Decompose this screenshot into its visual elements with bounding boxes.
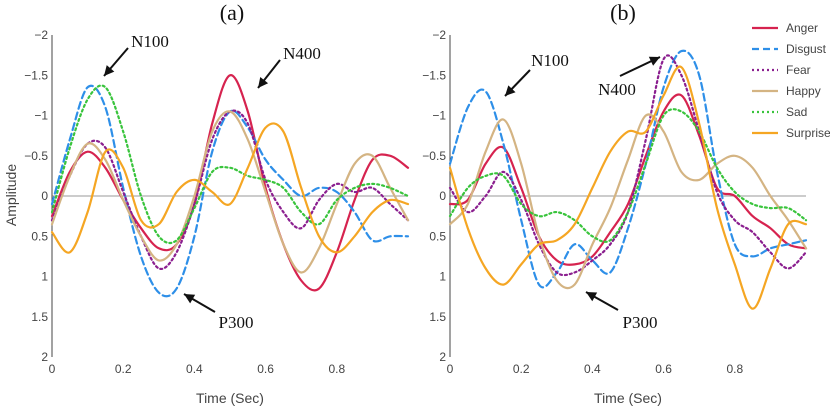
legend-item-happy[interactable]: Happy [752,84,821,98]
panel-a-p300-arrow-head [184,294,196,304]
panel-b-n100-label: N100 [531,51,569,70]
panel-b-series-anger [448,93,808,266]
panel-a-series-surprise [50,122,410,254]
panel-b-y-tick-label: −1.5 [422,68,446,82]
panel-b-x-tick-label: 0.6 [655,362,672,376]
panel-b-annotations: N100 N400 P300 [504,51,661,332]
panel-b-y-tick-label: −2 [432,28,446,42]
panel-b-x-tick-label: 0.4 [584,362,601,376]
panel-b-p300-arrow-head [586,292,598,302]
panel-a-n400-label: N400 [283,44,321,63]
panel-a-y-tick-label: −2 [34,28,48,42]
legend-item-anger[interactable]: Anger [752,21,818,35]
panel-b-axes: −2−1.5−1−0.500.511.520 0.2 0.4 0.6 0.8 [422,28,806,376]
panel-b-series-sad [448,108,808,243]
legend-item-sad[interactable]: Sad [752,105,807,119]
panel-a-y-tick-label: 1.5 [31,310,48,324]
panel-b-y-tick-label: 0.5 [429,229,446,243]
legend-label: Anger [786,21,818,35]
panel-b-n100-arrow-head [505,85,516,96]
legend-item-fear[interactable]: Fear [752,63,811,77]
panel-a-series-group [50,74,410,298]
panel-b-p300-label: P300 [623,313,658,332]
panel-a-n100-arrow-head [104,65,115,76]
panel-a-p300-label: P300 [219,313,254,332]
panel-a-series-fear [50,109,410,271]
panel-a-x-tick-label: 0.8 [328,362,345,376]
legend-label: Surprise [786,126,830,140]
legend-item-surprise[interactable]: Surprise [752,126,830,140]
panel-b-y-tick-label: 0 [439,189,446,203]
panel-b-x-axis-label: Time (Sec) [594,390,662,406]
panel-a-x-tick-label: 0.4 [186,362,203,376]
panel-a-y-tick-label: −1 [34,109,48,123]
panel-b-y-tick-label: 2 [439,350,446,364]
legend-label: Fear [786,63,811,77]
legend: Anger Disgust Fear Happy Sad Surprise [752,21,830,140]
panel-b-y-tick-label: −0.5 [422,149,446,163]
panel-a-series-sad [50,84,410,245]
panel-a-y-tick-label: 0.5 [31,229,48,243]
panel-a-y-tick-label: −0.5 [24,149,48,163]
legend-label: Sad [786,105,807,119]
panel-b-n400-label: N400 [598,80,636,99]
panel-b-y-tick-label: −1 [432,109,446,123]
panel-a-y-tick-label: 2 [41,350,48,364]
panel-b-series-disgust [448,49,808,289]
panel-b-title: (b) [610,0,636,25]
legend-label: Happy [786,84,821,98]
panel-a-x-tick-label: 0 [49,362,56,376]
panel-a-x-tick-label: 0.6 [257,362,274,376]
panel-b-x-tick-label: 0 [447,362,454,376]
panel-b-x-tick-label: 0.2 [513,362,530,376]
panel-b-series-group [448,49,808,310]
panel-b-series-happy [448,113,808,290]
panel-b-series-surprise [448,65,808,310]
panel-a-y-axis-label: Amplitude [3,164,19,226]
panel-a-y-tick-label: −1.5 [24,68,48,82]
panel-a-series-anger [50,74,410,292]
panel-a-x-tick-label: 0.2 [115,362,132,376]
panel-b-x-tick-label: 0.8 [726,362,743,376]
panel-a-axes: −2−1.5−1−0.500.511.520 0.2 0.4 0.6 0.8 [24,28,408,376]
legend-item-disgust[interactable]: Disgust [752,42,827,56]
panel-a: (a) −2−1.5−1−0.500.511.520 0.2 0.4 0.6 0.8 N… [3,0,410,406]
panel-b-y-tick-label: 1 [439,270,446,284]
panel-a-title: (a) [220,0,244,25]
panel-b-y-tick-label: 1.5 [429,310,446,324]
legend-label: Disgust [786,42,827,56]
panel-b-n400-arrow-head [648,56,660,66]
panel-a-y-tick-label: 1 [41,270,48,284]
panel-a-series-disgust [50,84,410,298]
panel-a-series-happy [50,110,410,274]
panel-a-y-tick-label: 0 [41,189,48,203]
panel-a-annotations: N100 N400 P300 [103,32,321,332]
panel-a-n100-label: N100 [131,32,169,51]
panel-a-x-axis-label: Time (Sec) [196,390,264,406]
panel-b: (b) −2−1.5−1−0.500.511.520 0.2 0.4 0.6 0.8 N… [422,0,808,406]
panel-a-n400-arrow-head [258,77,269,88]
